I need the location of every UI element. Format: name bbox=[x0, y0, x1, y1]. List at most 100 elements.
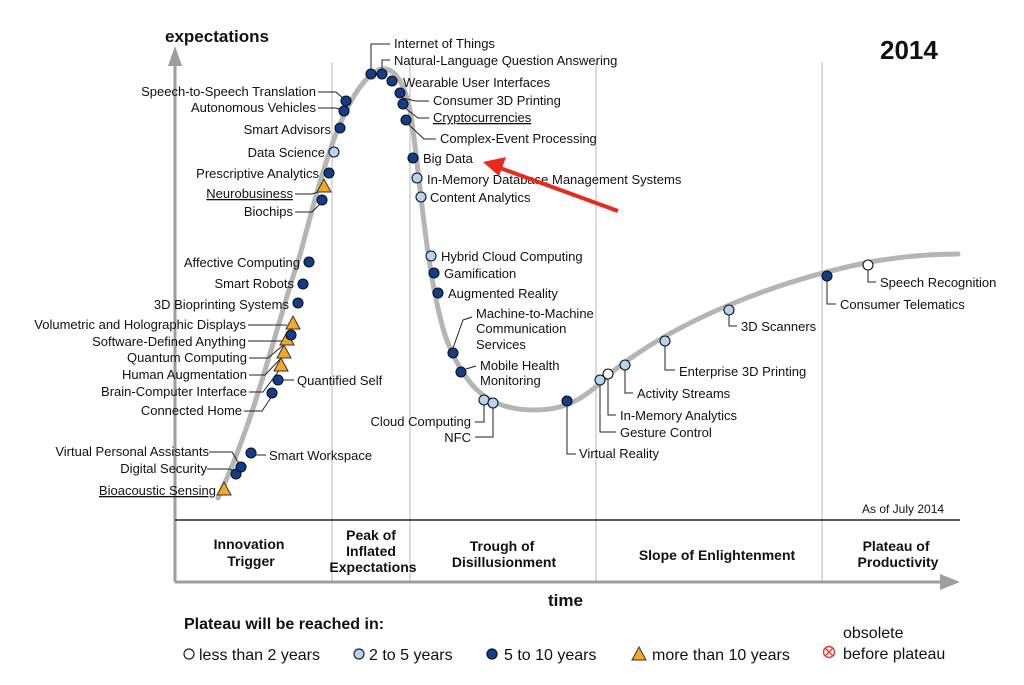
marker-content-analytics bbox=[415, 191, 427, 203]
legend-obsolete-line1: obsolete bbox=[843, 625, 904, 642]
marker-hybrid-cloud-computing bbox=[425, 250, 437, 262]
marker-augmented-reality bbox=[432, 287, 444, 299]
legend-title: Plateau will be reached in: bbox=[184, 616, 384, 633]
label-bioacoustic-sensing: Bioacoustic Sensing bbox=[99, 483, 216, 498]
highlight-arrowhead bbox=[483, 157, 506, 176]
leader-line-virtual-personal-assistants bbox=[209, 451, 242, 468]
leader-line-quantum-computing bbox=[249, 341, 288, 359]
marker-prescriptive-analytics bbox=[323, 167, 335, 179]
label-mobile-health: Mobile Health bbox=[480, 358, 560, 373]
label-virtual-personal-assistants: Virtual Personal Assistants bbox=[55, 444, 209, 459]
y-axis-arrowhead bbox=[168, 46, 182, 66]
marker-affective-computing bbox=[303, 256, 315, 268]
marker-smart-robots bbox=[297, 278, 309, 290]
legend-marker-white bbox=[183, 648, 195, 660]
marker-software-defined-anything bbox=[285, 329, 297, 341]
label-activity-streams: Activity Streams bbox=[637, 386, 731, 401]
label-monitoring: Monitoring bbox=[480, 373, 541, 388]
label-prescriptive-analytics: Prescriptive Analytics bbox=[196, 166, 319, 181]
marker-triangle-volumetric-and-holographic-displays bbox=[285, 314, 301, 330]
marker-gesture-control bbox=[594, 374, 606, 386]
label-affective-computing: Affective Computing bbox=[184, 255, 300, 270]
legend-label-5to10: 5 to 10 years bbox=[504, 647, 597, 664]
marker-nfc bbox=[487, 397, 499, 409]
leader-line-connected-home bbox=[244, 395, 273, 412]
leader-line-in-memory-analytics bbox=[607, 379, 616, 416]
leader-line-gesture-control bbox=[599, 385, 616, 433]
technology-labels: Bioacoustic Sensing Digital Security Virtu… bbox=[34, 36, 996, 498]
leader-line-nfc bbox=[475, 408, 494, 438]
leader-line-machine-to-machine bbox=[452, 316, 473, 349]
label-hybrid-cloud-computing: Hybrid Cloud Computing bbox=[441, 249, 583, 264]
leader-line-activity-streams bbox=[624, 370, 633, 394]
marker-virtual-personal-assistants bbox=[235, 461, 247, 473]
marker-smart-advisors bbox=[334, 122, 346, 134]
label-consumer-3d-printing: Consumer 3D Printing bbox=[433, 93, 561, 108]
marker-machine-to-machine bbox=[447, 347, 459, 359]
leader-line-complex-event-processing bbox=[407, 123, 436, 140]
label-internet-of-things: Internet of Things bbox=[394, 36, 495, 51]
marker-enterprise-3d-printing bbox=[659, 335, 671, 347]
label-content-analytics: Content Analytics bbox=[430, 190, 531, 205]
marker-consumer-3d-printing bbox=[394, 87, 406, 99]
leader-line-biochips bbox=[295, 201, 323, 213]
leader-line-cryptocurrencies bbox=[404, 107, 429, 119]
legend-obsolete-line2: before plateau bbox=[843, 646, 945, 663]
as-of-label: As of July 2014 bbox=[862, 502, 944, 516]
leader-line-speech-recognition bbox=[867, 270, 876, 283]
label-smart-advisors: Smart Advisors bbox=[244, 122, 332, 137]
marker-wearable-user-interfaces bbox=[386, 75, 398, 87]
phase-innovation-trigger: Innovation Trigger bbox=[214, 536, 289, 569]
marker-quantified-self bbox=[272, 374, 284, 386]
label-machine-to-machine: Machine-to-Machine bbox=[476, 306, 594, 321]
label-wearable-user-interfaces: Wearable User Interfaces bbox=[403, 75, 551, 90]
marker-3d-bioprinting-systems bbox=[292, 297, 304, 309]
leader-line-cloud-computing bbox=[475, 405, 485, 423]
leader-line-virtual-reality bbox=[566, 406, 576, 455]
phase-slope: Slope of Enlightenment bbox=[639, 547, 796, 563]
label-quantified-self: Quantified Self bbox=[297, 373, 383, 388]
leader-line-internet-of-things bbox=[370, 43, 390, 69]
marker-big-data bbox=[407, 152, 419, 164]
label-data-science: Data Science bbox=[248, 145, 325, 160]
y-axis-title: expectations bbox=[165, 27, 269, 46]
label-digital-security: Digital Security bbox=[120, 461, 207, 476]
label-gesture-control: Gesture Control bbox=[620, 425, 712, 440]
marker-triangle-neurobusiness bbox=[316, 177, 332, 193]
leader-line-consumer-3d-printing bbox=[401, 97, 429, 102]
marker-speech-to-speech-translation bbox=[340, 95, 352, 107]
label-in-memory-database-management-systems: In-Memory Database Management Systems bbox=[427, 172, 682, 187]
label-consumer-telematics: Consumer Telematics bbox=[840, 297, 965, 312]
technology-markers bbox=[216, 68, 874, 496]
marker-virtual-reality bbox=[561, 395, 573, 407]
label-cryptocurrencies: Cryptocurrencies bbox=[433, 110, 532, 125]
label-human-augmentation: Human Augmentation bbox=[122, 367, 247, 382]
label-connected-home: Connected Home bbox=[141, 403, 242, 418]
label-natural-language-question-answering: Natural-Language Question Answering bbox=[394, 53, 617, 68]
marker-consumer-telematics bbox=[821, 270, 833, 282]
marker-triangle-bioacoustic-sensing bbox=[216, 480, 232, 496]
leader-line-mobile-health bbox=[465, 365, 477, 370]
marker-natural-language-question-answering bbox=[376, 68, 388, 80]
label-gamification: Gamification bbox=[444, 266, 516, 281]
label-3d-bioprinting-systems: 3D Bioprinting Systems bbox=[154, 297, 290, 312]
label-communication: Communication bbox=[476, 321, 566, 336]
marker-data-science bbox=[328, 146, 340, 158]
label-smart-workspace: Smart Workspace bbox=[269, 448, 372, 463]
marker-in-memory-analytics bbox=[602, 368, 614, 380]
marker-triangle-brain-computer-interface bbox=[273, 356, 289, 372]
hype-curve bbox=[215, 66, 961, 501]
leader-line-enterprise-3d-printing bbox=[664, 346, 675, 371]
label-smart-robots: Smart Robots bbox=[215, 276, 295, 291]
label-autonomous-vehicles: Autonomous Vehicles bbox=[191, 100, 317, 115]
marker-complex-event-processing bbox=[400, 114, 412, 126]
label-nfc: NFC bbox=[444, 430, 471, 445]
marker-autonomous-vehicles bbox=[338, 105, 350, 117]
label-biochips: Biochips bbox=[244, 204, 294, 219]
label-complex-event-processing: Complex-Event Processing bbox=[440, 131, 597, 146]
year-label: 2014 bbox=[880, 35, 938, 65]
label-quantum-computing: Quantum Computing bbox=[127, 350, 247, 365]
label-speech-recognition: Speech Recognition bbox=[880, 275, 996, 290]
highlight-arrow bbox=[499, 166, 619, 213]
